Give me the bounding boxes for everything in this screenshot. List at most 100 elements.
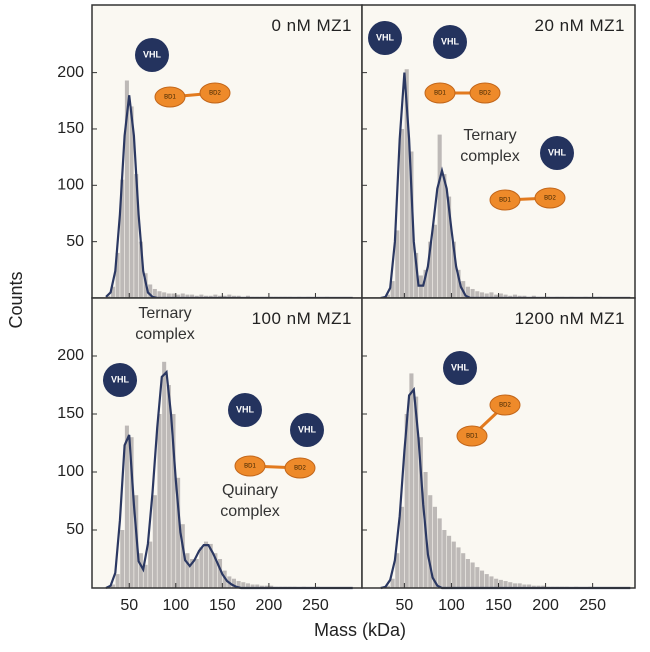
bar: [484, 574, 489, 588]
bar: [166, 293, 171, 298]
bar: [171, 293, 176, 298]
vhl-label: VHL: [376, 32, 395, 42]
bar: [503, 294, 508, 298]
vhl-label: VHL: [143, 49, 162, 59]
bar: [162, 361, 167, 588]
bar: [418, 437, 423, 588]
bar: [176, 294, 181, 298]
bar: [138, 241, 143, 298]
x-tick-label: 200: [532, 597, 559, 614]
bar: [213, 553, 218, 588]
x-axis-label: Mass (kDa): [314, 620, 406, 640]
x-tick-label: 100: [438, 597, 465, 614]
bromodomain: [199, 82, 231, 104]
x-tick-label: 250: [302, 597, 329, 614]
bar: [451, 241, 456, 298]
vhl-protein: [540, 136, 574, 170]
bromodomain-label: BD1: [434, 91, 446, 97]
panel: 50 100 150 200 250 1200 nM MZ1 BD1 BD2 VHL: [361, 297, 636, 614]
bar: [213, 294, 218, 298]
annotation: Quinary: [222, 482, 278, 499]
bar: [399, 506, 405, 588]
annotation: complex: [135, 326, 195, 343]
bromodomain-label: BD1: [244, 464, 256, 470]
bromodomain: [234, 455, 266, 477]
bromodomain-label: BD2: [499, 403, 511, 409]
bromodomain: [424, 82, 456, 104]
bar: [390, 578, 395, 588]
bromodomain: [534, 187, 566, 209]
vhl-label: VHL: [548, 147, 567, 157]
vhl-protein: [135, 38, 169, 72]
y-tick-label: 100: [57, 463, 84, 480]
bromodomain: [489, 394, 521, 416]
annotation: complex: [460, 148, 520, 165]
bar: [110, 584, 115, 588]
bromodomain-label: BD2: [544, 196, 556, 202]
x-tick-label: 150: [485, 597, 512, 614]
panel-title: 100 nM MZ1: [252, 309, 352, 328]
bar: [171, 414, 176, 588]
bar: [414, 396, 419, 588]
bar: [241, 582, 246, 588]
bar: [522, 295, 527, 298]
bar: [475, 567, 480, 588]
bar: [508, 295, 513, 298]
bar: [541, 585, 546, 588]
bar: [527, 584, 532, 588]
bar: [190, 294, 195, 298]
bar: [176, 477, 181, 588]
bar: [120, 179, 125, 298]
bar: [494, 294, 499, 298]
bar: [185, 553, 190, 588]
bromodomain-label: BD2: [479, 91, 491, 97]
y-tick-label: 100: [57, 177, 84, 194]
bar: [157, 291, 162, 298]
vhl-protein: [103, 363, 137, 397]
y-tick-label: 200: [57, 64, 84, 81]
bar: [138, 553, 143, 588]
vhl-protein: [228, 393, 262, 427]
bar: [447, 535, 452, 588]
bar: [180, 293, 185, 298]
vhl-protein: [433, 25, 467, 59]
bar: [461, 553, 466, 588]
bar: [465, 286, 470, 298]
bar: [194, 559, 199, 588]
bar: [475, 291, 480, 298]
bar: [110, 286, 115, 298]
bar: [124, 80, 129, 298]
x-tick-label: 50: [120, 597, 138, 614]
panel-title: 1200 nM MZ1: [515, 309, 625, 328]
x-tick-label: 100: [162, 597, 189, 614]
bar: [423, 269, 428, 298]
bar: [115, 574, 120, 588]
bromodomain-label: BD2: [209, 91, 221, 97]
bar: [456, 547, 461, 588]
bar: [148, 284, 153, 298]
bar: [531, 585, 536, 588]
bar: [404, 414, 409, 588]
bar: [231, 578, 237, 588]
bar: [503, 581, 508, 588]
vhl-protein: [443, 351, 477, 385]
bar: [204, 541, 209, 588]
bar: [409, 151, 414, 298]
bar: [148, 541, 153, 588]
bar: [531, 295, 536, 298]
bar: [489, 292, 494, 298]
bar: [465, 559, 470, 588]
panel-title: 0 nM MZ1: [271, 16, 352, 35]
bromodomain-label: BD1: [164, 95, 176, 101]
bar: [157, 414, 162, 588]
bar: [162, 292, 167, 298]
bar: [208, 543, 213, 588]
bar: [437, 518, 442, 588]
bar: [432, 224, 438, 298]
bar: [447, 196, 452, 298]
bar: [517, 583, 522, 588]
bar: [245, 583, 250, 588]
bar: [264, 585, 269, 588]
bar: [231, 295, 237, 298]
annotation: Ternary: [138, 305, 191, 322]
